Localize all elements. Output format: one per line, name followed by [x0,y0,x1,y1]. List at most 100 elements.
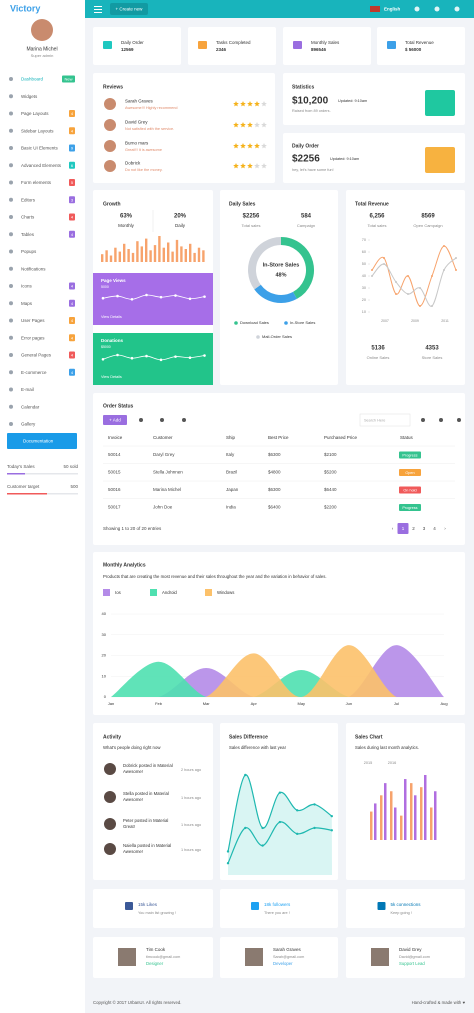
nav-item[interactable]: Sidebar Layouts [21,128,54,133]
nav-item[interactable]: Tables [21,232,35,237]
review-text: Awesome!!! Highly recommend [125,106,177,110]
page-link[interactable]: 1 [402,526,405,531]
x-tick-label: 2011 [441,319,449,323]
view-details[interactable]: View Details [101,375,122,379]
status-label: Open [405,471,414,475]
page-link[interactable]: › [444,526,446,531]
nav-item[interactable]: Page Layouts [21,111,49,116]
nav-item[interactable]: E-mail [21,387,34,392]
view-details[interactable]: View Details [101,315,122,319]
badge [69,317,75,324]
cell: $6300 [268,452,281,457]
nav-item[interactable]: Basic UI Elements [21,146,59,151]
nav-item[interactable]: Popups [21,249,37,254]
language[interactable]: English [384,7,401,12]
bar [420,787,423,840]
bar [180,246,183,262]
create-button[interactable] [110,3,148,15]
stat-icon [293,41,302,49]
documentation-label[interactable]: Documentation [23,439,54,444]
profile-name: Marina Michel [26,46,57,52]
search-box[interactable] [359,413,411,427]
add-label[interactable]: + Add [109,418,121,423]
stat-value: $ 56000 [405,47,422,52]
activity-time: 1 hours ago [181,796,201,800]
y-tick-label: 0 [104,694,107,699]
nav-item[interactable]: Notifications [21,266,46,271]
point [278,791,282,794]
tool-icon [160,418,164,422]
bar [424,775,427,840]
search-placeholder[interactable]: Search Here [364,419,385,423]
legend-label: 2015 [364,761,372,765]
bar [384,783,387,840]
page-link[interactable]: 3 [423,526,426,531]
bar [171,251,174,262]
social-text: Keep going ! [391,911,412,915]
social-text: There you are ! [264,911,290,915]
growth-value: 63% [120,214,133,220]
cell: $6400 [268,505,281,510]
nav-item[interactable]: Calendar [21,404,40,409]
add-button[interactable] [103,415,127,425]
badge-label: 4 [71,318,74,323]
nav-item[interactable]: Maps [21,301,33,306]
nav-item[interactable]: Icons [21,284,33,289]
nav-item[interactable]: Error pages [21,335,45,340]
point [371,275,373,277]
social-text: You main list growing ! [138,911,176,915]
nav-icon [9,266,13,271]
nav-icon [9,335,13,340]
card [346,190,465,385]
point [455,257,457,259]
nav-item[interactable]: Dashboard [21,77,44,82]
nav-item[interactable]: Widgets [21,94,38,99]
card [93,73,275,183]
nav-icon [9,163,13,168]
status-label: Progress [402,454,417,458]
point [313,803,316,806]
status-badge [399,504,421,511]
x-tick-label: Mar [203,701,211,706]
bar [410,783,413,840]
badge-label: 5 [71,180,74,185]
card-title: Total Revenue [355,201,389,207]
page-link[interactable]: 4 [433,526,436,531]
nav-item[interactable]: Charts [21,215,35,220]
point [443,269,445,271]
menu-icon[interactable] [94,6,102,7]
nav-icon [9,387,13,392]
bar [101,254,104,262]
badge [69,230,75,238]
nav-item[interactable]: Advanced Elements [21,163,62,168]
status-label: On hold [403,489,416,493]
nav-item[interactable]: Gallery [21,422,36,427]
nav-icon [9,111,13,116]
point [261,844,264,847]
x-tick-label: Jan [108,701,114,706]
bar [404,779,407,840]
cell: Italy [226,452,235,457]
create-label[interactable]: + Create new [116,7,144,12]
nav-item[interactable]: Form elements [21,180,52,185]
nav-item[interactable]: E-commerce [21,370,47,375]
avatar [104,818,116,830]
nav-item[interactable]: Editors [21,197,36,202]
page-link[interactable]: ‹ [392,526,394,531]
documentation-button[interactable] [7,433,77,449]
card-title: Sales Difference [229,734,268,740]
bar [140,246,143,262]
bar [184,249,187,262]
person-role: Designer [146,961,164,966]
badge-label: 4 [71,128,74,133]
badge [69,127,75,135]
bar [374,803,377,840]
point [431,275,433,277]
point [188,297,192,301]
card-title: Monthly Analytics [103,562,146,568]
nav-item[interactable]: General Pages [21,353,52,358]
star [261,143,267,149]
avatar [104,763,116,775]
nav-item[interactable]: User Pages [21,318,45,323]
page-link[interactable]: 2 [412,526,415,531]
